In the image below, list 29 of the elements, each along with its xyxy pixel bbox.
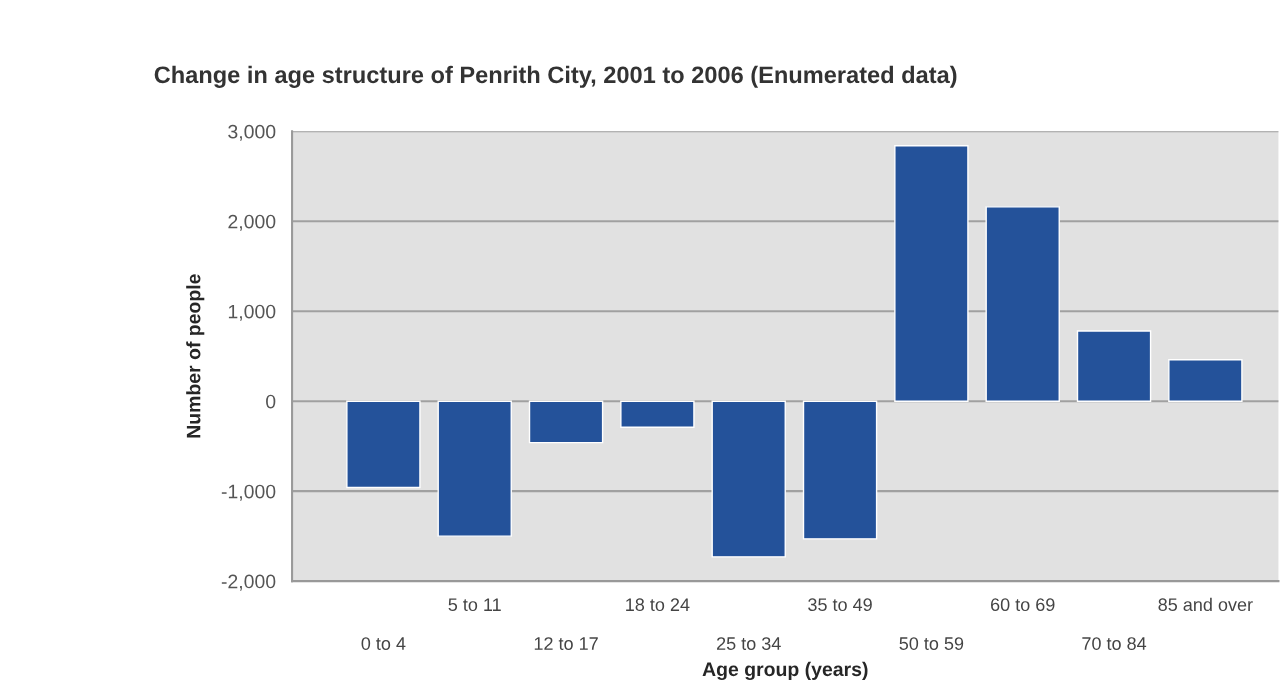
bar [894,144,969,402]
bar [528,400,604,444]
x-tick-label: 35 to 49 [808,598,872,612]
x-tick-label: 85 and over [1158,597,1253,612]
x-tick-label: 50 to 59 [899,637,964,650]
y-axis-title: Number of people [186,274,205,438]
bar [985,206,1060,402]
y-tick-label: 3,000 [228,124,276,141]
x-axis-title: Age group (years) [702,661,868,681]
y-tick-label: -1,000 [221,484,276,501]
bar [437,400,512,537]
y-tick-label: 2,000 [228,214,276,231]
y-tick-label: 1,000 [228,304,276,321]
x-tick-label: 5 to 11 [448,598,501,612]
bar [802,400,878,540]
bar [1168,359,1243,402]
bar [620,400,695,428]
chart-title: Change in age structure of Penrith City, 2001 to 2006 (Enumerated data) [154,65,957,88]
y-tick-label: 0 [266,394,276,409]
bar [711,400,786,558]
bar [346,400,421,489]
x-tick-label: 18 to 24 [626,598,690,612]
x-tick-label: 0 to 4 [361,637,406,650]
x-tick-label: 60 to 69 [991,598,1055,612]
x-tick-label: 25 to 34 [717,637,781,650]
bar [1076,330,1152,402]
y-tick-label: -2,000 [221,574,276,591]
x-tick-label: 70 to 84 [1082,637,1147,650]
x-tick-label: 12 to 17 [534,637,598,650]
